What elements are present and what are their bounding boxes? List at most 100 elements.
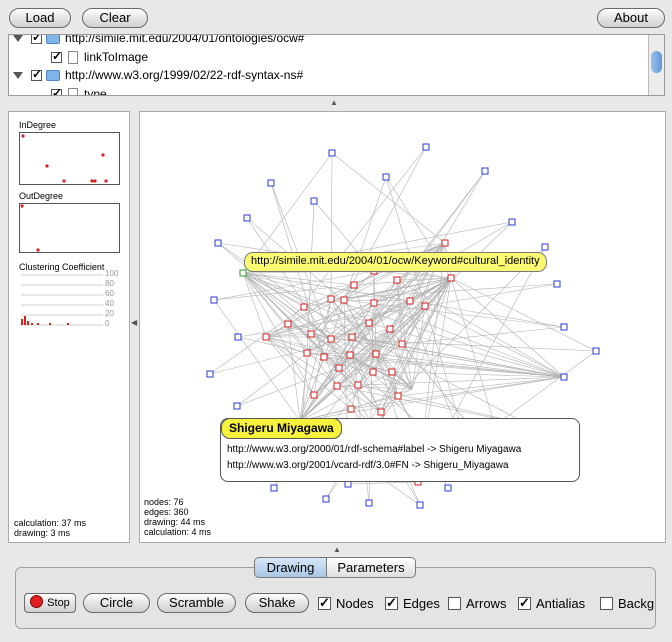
graph-edge (332, 153, 445, 243)
namespace-tree[interactable]: http://simile.mit.edu/2004/01/ontologies… (8, 34, 665, 96)
graph-node-outer (271, 485, 277, 491)
tab-drawing[interactable]: Drawing (254, 557, 327, 578)
tree-row-label: http://www.w3.org/1999/02/22-rdf-syntax-… (65, 68, 303, 82)
nodes-checkbox[interactable] (318, 597, 331, 610)
nodes-option[interactable]: Nodes (318, 593, 374, 613)
graph-edge (386, 177, 425, 306)
graph-edge (331, 153, 332, 299)
graph-edge (425, 306, 564, 377)
graph-node-inner (389, 369, 395, 375)
antialias-checkbox[interactable] (518, 597, 531, 610)
graph-node-inner (263, 334, 269, 340)
tab-parameters[interactable]: Parameters (326, 557, 416, 578)
graph-node-inner (349, 334, 355, 340)
edges-option[interactable]: Edges (385, 593, 440, 613)
graph-node-inner (395, 393, 401, 399)
scrollbar-thumb[interactable] (651, 51, 662, 73)
tree-row[interactable]: linkToImage (51, 48, 148, 66)
splitter-arrow-icon[interactable]: ▲ (330, 98, 338, 107)
namespace-checkbox[interactable] (31, 34, 42, 44)
graph-edge (402, 327, 564, 344)
graph-node-outer (593, 348, 599, 354)
stop-icon (30, 595, 43, 608)
folder-icon (46, 34, 60, 44)
graph-edge (351, 385, 358, 409)
node-detail-line: http://www.w3.org/2001/vcard-rdf/3.0#FN … (227, 460, 509, 471)
graph-node-inner (285, 321, 291, 327)
tree-row-label: type (84, 87, 107, 96)
clear-button[interactable]: Clear (82, 8, 148, 28)
node-detail-popup: Shigeru Miyagawa http://www.w3.org/2000/… (220, 418, 580, 482)
graph-node-inner (328, 336, 334, 342)
graph-node-inner (351, 282, 357, 288)
graph-edge (237, 353, 307, 406)
graph-node-outer (561, 374, 567, 380)
arrows-checkbox[interactable] (448, 597, 461, 610)
graph-node-outer (445, 485, 451, 491)
outdegree-point (20, 204, 23, 207)
about-button[interactable]: About (597, 8, 665, 28)
indegree-point (62, 179, 65, 182)
graph-node-inner (355, 382, 361, 388)
graph-node-outer (207, 371, 213, 377)
histogram-bar (37, 323, 39, 325)
property-checkbox[interactable] (51, 89, 62, 97)
histogram-bar (21, 319, 23, 325)
graph-node-outer (329, 150, 335, 156)
tree-row[interactable]: http://www.w3.org/1999/02/22-rdf-syntax-… (13, 66, 303, 84)
graph-node-outer (323, 496, 329, 502)
shake-button[interactable]: Shake (245, 593, 309, 613)
statistics-panel: InDegree OutDegree Clustering Coefficien… (8, 111, 130, 543)
indegree-label: InDegree (19, 120, 56, 130)
clustering-label: Clustering Coefficient (19, 262, 104, 272)
graph-node-inner (308, 331, 314, 337)
graph-edge (352, 337, 564, 377)
scramble-button[interactable]: Scramble (157, 593, 236, 613)
background-option[interactable]: Backg (600, 593, 656, 613)
graph-node-outer (509, 219, 515, 225)
graph-edge (376, 354, 564, 377)
node-detail-title: Shigeru Miyagawa (221, 418, 342, 439)
document-icon (68, 51, 78, 64)
splitter-arrow-icon[interactable]: ◀ (131, 318, 137, 327)
graph-node-inner (442, 240, 448, 246)
graph-edge (374, 303, 564, 377)
graph-node-inner (348, 406, 354, 412)
graph-node-inner (448, 275, 454, 281)
load-button[interactable]: Load (9, 8, 71, 28)
graph-node-inner (311, 392, 317, 398)
document-icon (68, 88, 78, 97)
graph-node-inner (321, 354, 327, 360)
histogram-bar (24, 316, 26, 325)
graph-node-inner (371, 300, 377, 306)
indegree-point (101, 153, 104, 156)
stop-button[interactable]: Stop (24, 593, 76, 613)
splitter-arrow-icon[interactable]: ▲ (333, 545, 341, 554)
graph-edge (451, 278, 564, 377)
graph-node-inner (394, 277, 400, 283)
arrows-option[interactable]: Arrows (448, 593, 506, 613)
graph-edge (337, 377, 564, 386)
graph-node-outer (211, 297, 217, 303)
graph-node-inner (328, 296, 334, 302)
property-checkbox[interactable] (51, 52, 62, 63)
disclosure-triangle-icon[interactable] (13, 72, 23, 79)
tree-row[interactable]: http://simile.mit.edu/2004/01/ontologies… (13, 34, 304, 47)
graph-stats: nodes: 76 edges: 360 drawing: 44 ms calc… (144, 497, 211, 537)
edges-checkbox[interactable] (385, 597, 398, 610)
indegree-point (104, 179, 107, 182)
graph-node-outer (423, 144, 429, 150)
tree-row[interactable]: type (51, 85, 107, 96)
folder-icon (46, 70, 60, 81)
graph-node-inner (407, 298, 413, 304)
tree-scrollbar[interactable] (648, 35, 664, 95)
histogram-bar (49, 323, 51, 325)
circle-button[interactable]: Circle (83, 593, 150, 613)
disclosure-triangle-icon[interactable] (13, 35, 23, 42)
antialias-option[interactable]: Antialias (518, 593, 585, 613)
indegree-point (21, 134, 24, 137)
background-checkbox[interactable] (600, 597, 613, 610)
graph-edge (243, 273, 354, 285)
graph-node-inner (399, 341, 405, 347)
namespace-checkbox[interactable] (31, 70, 42, 81)
